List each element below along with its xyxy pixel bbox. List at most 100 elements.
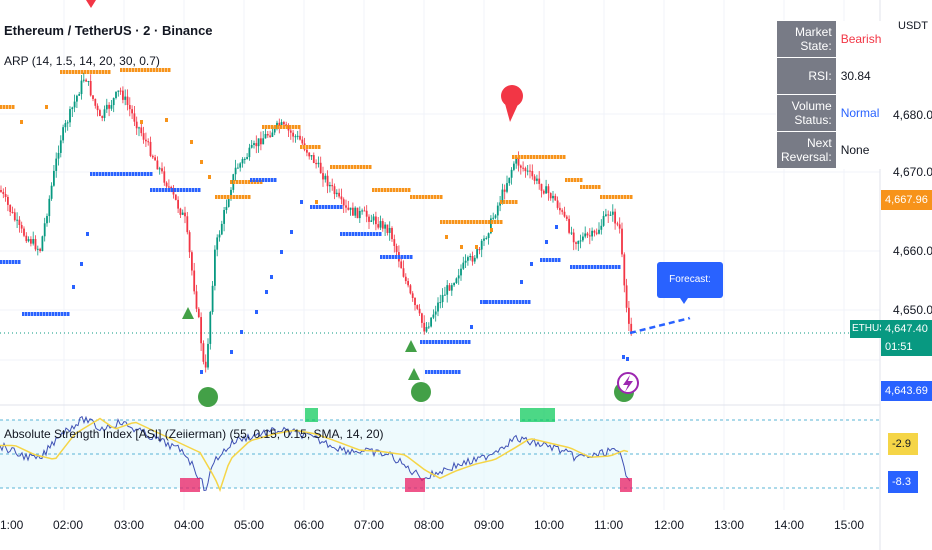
resistance-dot [598,185,601,189]
candle [269,135,271,137]
support-dot [255,310,258,314]
support-dot [558,258,561,262]
resistance-dot [268,125,271,129]
resistance-dot [381,188,384,192]
currency-label[interactable]: USDT [898,20,928,32]
support-dot [585,265,588,269]
resistance-dot [621,195,624,199]
support-dot [540,258,543,262]
candle [110,105,113,109]
support-dot [470,325,473,329]
candle [324,175,327,180]
support-dot [520,280,523,284]
candle [485,237,488,239]
support-dot [423,340,426,344]
resistance-dot [345,165,348,169]
candle [565,216,568,219]
candle [156,160,159,170]
candle [448,285,451,291]
support-dot [340,205,343,209]
candle [308,152,311,157]
volume-status-value: Normal [836,94,886,132]
resistance-dot [283,125,286,129]
resistance-dot [512,200,515,204]
time-tick: 02:00 [53,518,84,532]
candle [112,98,115,106]
candle [513,163,515,170]
resistance-dot [298,125,301,129]
resistance-dot [393,188,396,192]
next-reversal-value: None [836,131,886,169]
candle [76,95,78,102]
support-dot [12,260,15,264]
resistance-dot [295,125,298,129]
support-dot [9,260,12,264]
candle [446,285,449,295]
candle [135,121,138,129]
resistance-dot [0,105,3,109]
candle [559,207,561,211]
resistance-dot [592,185,595,189]
support-dot [55,312,58,316]
candle [85,79,87,82]
support-dot [355,232,358,236]
asi-indicator-label[interactable]: Absolute Strength Index [ASI] (Zeiierman… [4,427,384,441]
candle [306,149,308,153]
candle [87,81,90,83]
candle [568,218,570,233]
support-dot [316,205,319,209]
support-dot [153,188,156,192]
resistance-dot [144,68,147,72]
candle [266,133,269,136]
support-dot [498,300,501,304]
asi-overbought-fill [305,408,318,422]
arp-indicator-label[interactable]: ARP (14, 1.5, 14, 20, 30, 0.7) [4,54,160,68]
support-dot [313,205,316,209]
candle [227,198,230,207]
candle [103,109,106,118]
candle [149,141,152,156]
candle [579,240,582,242]
symbol-title[interactable]: Ethereum / TetherUS · 2 · Binance [4,23,213,38]
support-dot [510,300,513,304]
resistance-dot [509,200,512,204]
candle [71,107,74,110]
candle [115,91,117,99]
time-tick: 15:00 [834,518,865,532]
support-dot [165,188,168,192]
candle [276,122,278,127]
resistance-dot [271,125,274,129]
support-dot [108,172,111,176]
resistance-dot [20,120,23,124]
price-tick: 4,670.00 [893,165,932,179]
resistance-dot [603,195,606,199]
resistance-dot [461,220,464,224]
time-tick: 11:00 [594,518,624,532]
candle [531,170,534,177]
candle [23,228,25,236]
support-dot [434,370,437,374]
support-dot [504,300,507,304]
market-state-table: Market State: Bearish RSI: 30.84 Volume … [776,20,886,169]
support-dot [435,340,438,344]
candle [179,208,182,215]
resistance-dot [445,235,448,239]
candle [9,204,12,212]
support-dot [150,172,153,176]
time-tick: 12:00 [654,518,685,532]
candle [538,178,541,184]
resistance-dot [475,245,478,249]
resistance-dot [542,155,545,159]
candle [94,98,97,106]
candle [352,207,354,216]
support-dot [615,265,618,269]
resistance-dot [452,220,455,224]
asi-oversold-fill [180,478,200,492]
support-dot [159,188,162,192]
support-dot [337,205,340,209]
candle [18,219,21,226]
support-dot [49,312,52,316]
candle [142,133,145,140]
support-dot [549,258,552,262]
